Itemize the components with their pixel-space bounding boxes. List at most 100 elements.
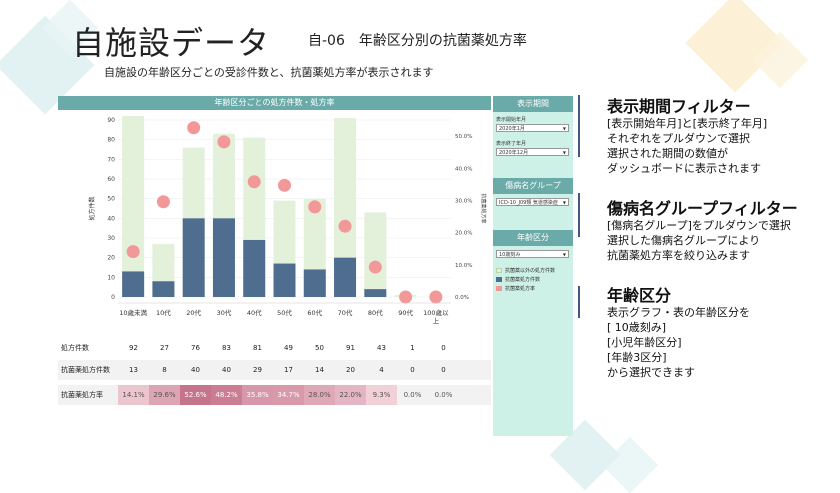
annotation-line: [表示開始年月]と[表示終了年月] (607, 117, 768, 130)
table-cell: 81 (253, 344, 262, 352)
table-cell: 29 (253, 366, 262, 374)
chevron-down-icon: ▼ (562, 126, 566, 131)
combo-chart: 0 10 20 30 40 50 60 70 80 90 0.0% 10.0% 20.0% 30.0% 40… (88, 116, 487, 325)
table-cell: 1 (410, 344, 415, 352)
age-filter-header: 年齢区分 (493, 230, 573, 246)
table-cell: 9.3% (366, 385, 397, 405)
chevron-down-icon: ▼ (562, 200, 566, 205)
legend-swatch (496, 277, 502, 282)
legend-item: 抗菌薬処方件数 (496, 276, 540, 283)
x-tick-label: 10代 (156, 308, 171, 317)
rate-point (429, 290, 443, 304)
annotation-bar (578, 193, 580, 237)
filter-panel: 表示期間 表示開始年月 2020年1月 ▼ 表示終了年月 2020年12月 ▼ … (493, 96, 573, 436)
legend-item: 抗菌薬以外の処方件数 (496, 267, 555, 274)
chevron-down-icon: ▼ (562, 150, 566, 155)
rate-point (399, 290, 413, 304)
y2-tick-label: 0.0% (455, 295, 469, 301)
bar-total (364, 212, 387, 297)
table-cell: 34.7% (273, 385, 304, 405)
row-label: 抗菌薬処方率 (61, 391, 103, 399)
annotation-text-age: 表示グラフ・表の年齢区分を [ 10歳刻み] [小児年齢区分] [年齢3区分] … (607, 305, 750, 380)
x-tick-label: 90代 (398, 308, 413, 317)
table-cell: 4 (379, 366, 384, 374)
x-tick-label: 70代 (338, 308, 353, 317)
table-cell: 0 (410, 366, 415, 374)
rate-point (126, 245, 140, 259)
bar-antibiotic (152, 281, 175, 297)
bar-antibiotic (212, 218, 235, 297)
x-tick-label: 50代 (277, 308, 292, 317)
legend-label: 抗菌薬以外の処方件数 (505, 268, 556, 274)
legend-swatch (496, 268, 502, 273)
x-tick-label: 30代 (217, 308, 232, 317)
table-row: 抗菌薬処方件数 13 8 40 40 29 17 14 20 4 0 0 (58, 360, 491, 380)
table-cell: 8 (162, 366, 167, 374)
table-cell: 13 (129, 366, 138, 374)
annotation-line: [小児年齢区分] (607, 336, 682, 349)
rate-point (217, 135, 231, 149)
table-cell: 17 (284, 366, 293, 374)
table-cell: 40 (222, 366, 231, 374)
table-cell: 20 (346, 366, 355, 374)
disease-group-select[interactable]: ICD-10_J09類 気道感染症 ▼ (496, 198, 569, 206)
table-cell: 43 (377, 344, 386, 352)
x-tick-label: 80代 (368, 308, 383, 317)
table-cell: 40 (191, 366, 200, 374)
annotation-line: 選択した傷病名グループにより (607, 234, 761, 247)
annotation-line: 抗菌薬処方率を絞り込みます (607, 249, 750, 262)
rate-point (368, 260, 382, 274)
bar-antibiotic (243, 239, 266, 297)
start-month-value: 2020年1月 (499, 126, 525, 132)
table-cell: 91 (346, 344, 355, 352)
chart-title: 年齢区分ごとの処方件数・処方率 (58, 96, 491, 110)
annotation-line: 選択された期間の数値が (607, 147, 728, 160)
start-month-select[interactable]: 2020年1月 ▼ (496, 124, 569, 132)
table-cell: 49 (284, 344, 293, 352)
end-month-select[interactable]: 2020年12月 ▼ (496, 148, 569, 156)
rate-point (187, 121, 201, 135)
legend-label: 抗菌薬処方件数 (505, 277, 541, 283)
table-cell: 22.0% (335, 385, 366, 405)
chevron-down-icon: ▼ (562, 252, 566, 257)
y-tick-label: 50 (107, 196, 115, 203)
bar-antibiotic (303, 269, 326, 297)
table-cell: 0 (441, 366, 446, 374)
age-group-select[interactable]: 10歳刻み ▼ (496, 250, 569, 258)
table-cell: 28.0% (304, 385, 335, 405)
bar-antibiotic (122, 271, 145, 297)
y-tick-label: 30 (107, 235, 115, 242)
table-cell: 14 (315, 366, 324, 374)
annotation-heading-disease: 傷病名グループフィルター (607, 199, 798, 218)
disease-filter-header: 傷病名グループ (493, 178, 573, 194)
disease-group-value: ICD-10_J09類 気道感染症 (499, 200, 558, 206)
row-label: 処方件数 (61, 344, 89, 352)
legend-item: 抗菌薬処方率 (496, 285, 535, 292)
y2-tick-label: 50.0% (455, 134, 472, 140)
annotation-text-disease: [傷病名グループ]をプルダウンで選択 選択した傷病名グループにより 抗菌薬処方率… (607, 218, 791, 263)
page-title: 自施設データ (72, 24, 271, 62)
y-axis-label: 処方件数 (88, 196, 96, 220)
y-tick-label: 90 (107, 117, 115, 124)
table-cell: 52.6% (180, 385, 211, 405)
table-cell: 76 (191, 344, 200, 352)
y-tick-label: 20 (107, 255, 115, 262)
x-tick-label: 40代 (247, 308, 262, 317)
table-cell: 48.2% (211, 385, 242, 405)
y2-tick-label: 40.0% (455, 166, 472, 172)
annotation-text-period: [表示開始年月]と[表示終了年月] それぞれをプルダウンで選択 選択された期間の… (607, 116, 767, 176)
y-tick-label: 60 (107, 176, 115, 183)
end-month-label: 表示終了年月 (496, 141, 527, 147)
y-tick-label: 40 (107, 215, 115, 222)
table-cell: 0.0% (434, 391, 453, 399)
annotation-bar (578, 286, 580, 318)
x-tick-label: 20代 (186, 308, 201, 317)
page-description: 自施設の年齢区分ごとの受診件数と、抗菌薬処方率が表示されます (104, 66, 434, 79)
table-cell: 92 (129, 344, 138, 352)
annotation-line: それぞれをプルダウンで選択 (607, 132, 750, 145)
y2-axis-label: 抗菌薬処方率 (480, 193, 487, 223)
table-cell: 0.0% (403, 391, 422, 399)
rate-point (247, 175, 261, 189)
table-cell: 0 (441, 344, 446, 352)
table-cell: 29.6% (149, 385, 180, 405)
